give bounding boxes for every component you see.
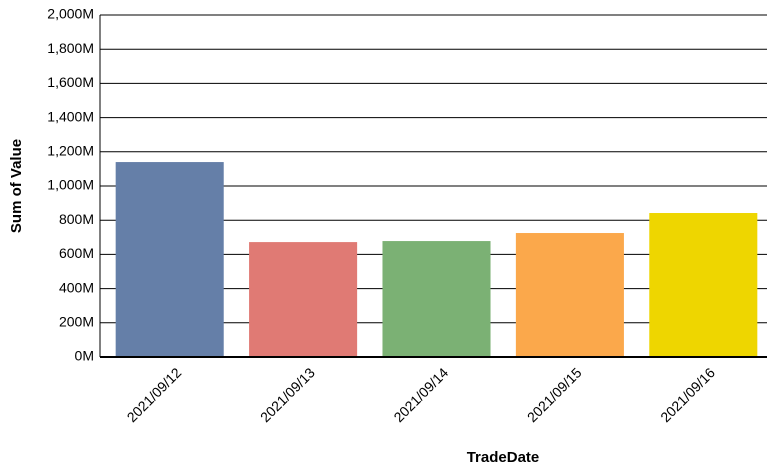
y-tick-label: 1,600M — [47, 74, 94, 90]
bar — [515, 233, 624, 357]
y-tick-label: 1,000M — [47, 177, 94, 193]
bar — [115, 162, 224, 357]
bar — [649, 213, 758, 357]
y-tick-label: 0M — [75, 348, 94, 364]
x-tick-label: 2021/09/14 — [390, 364, 451, 425]
x-tick-label: 2021/09/15 — [524, 364, 585, 425]
y-tick-label: 2,000M — [47, 6, 94, 22]
y-tick-label: 1,200M — [47, 143, 94, 159]
y-tick-label: 400M — [59, 279, 94, 295]
y-tick-label: 800M — [59, 211, 94, 227]
y-tick-label: 1,400M — [47, 108, 94, 124]
bar — [382, 241, 491, 357]
y-tick-label: 200M — [59, 314, 94, 330]
x-tick-label: 2021/09/12 — [124, 364, 185, 425]
y-tick-label: 1,800M — [47, 40, 94, 56]
x-axis-title: TradeDate — [467, 449, 540, 466]
x-tick-label: 2021/09/16 — [657, 364, 718, 425]
y-axis-title: Sum of Value — [8, 139, 25, 233]
x-tick-label: 2021/09/13 — [257, 364, 318, 425]
y-tick-label: 600M — [59, 245, 94, 261]
bar — [249, 242, 358, 357]
